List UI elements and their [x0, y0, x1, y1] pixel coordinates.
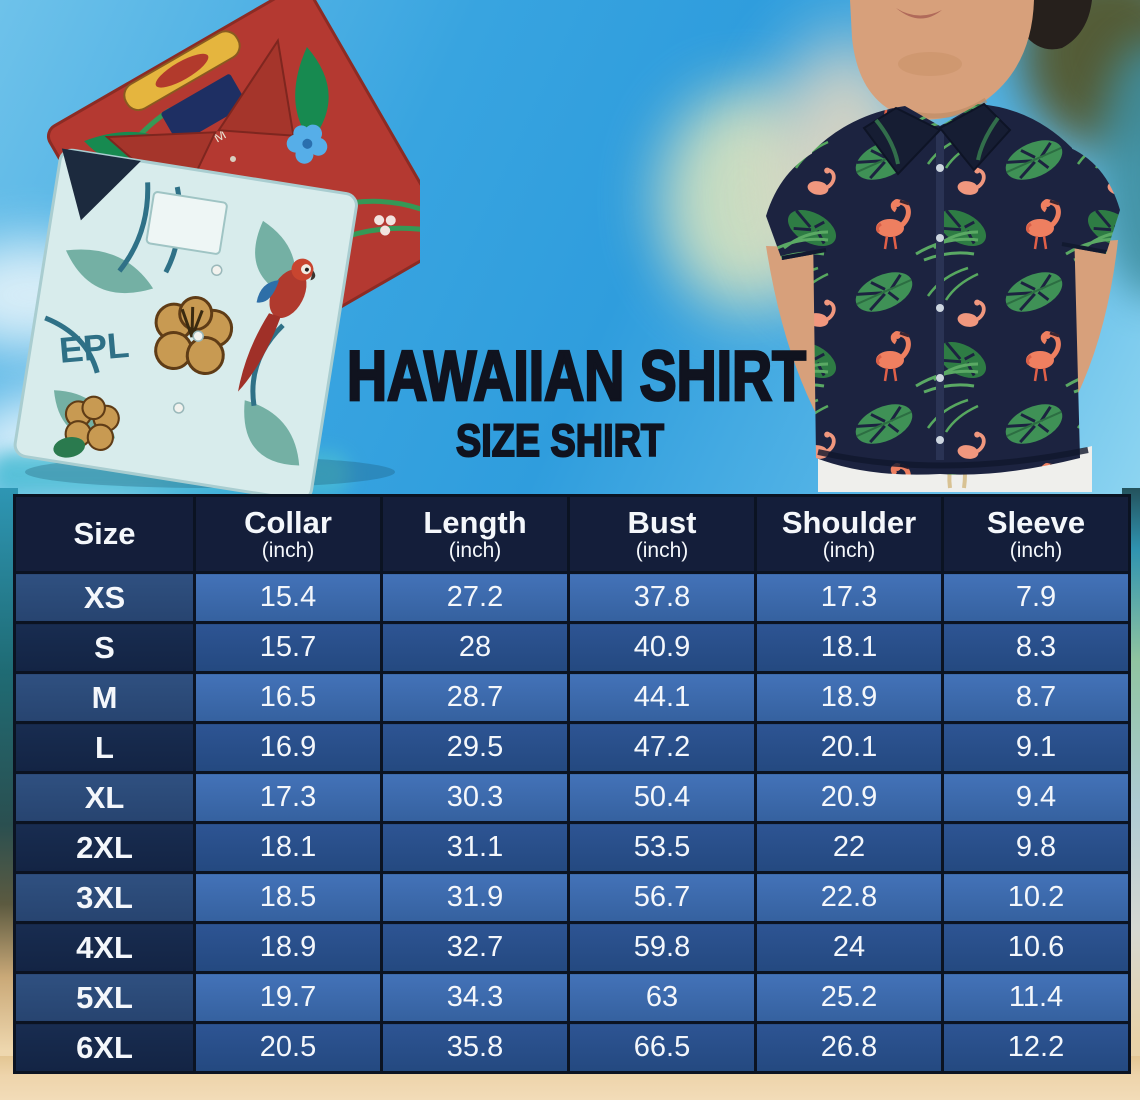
value-cell: 10.6: [941, 921, 1131, 974]
value-cell: 31.9: [380, 871, 570, 924]
value-cell: 59.8: [567, 921, 757, 974]
value-cell: 26.8: [754, 1021, 944, 1074]
size-label: 6XL: [13, 1021, 196, 1074]
value-cell: 22.8: [754, 871, 944, 924]
value-cell: 66.5: [567, 1021, 757, 1074]
shirt-print-text: EPL: [57, 324, 130, 371]
title-block: HAWAIIAN SHIRT SIZE SHIRT: [318, 337, 807, 466]
tan-hibiscus: [154, 295, 234, 375]
size-label: 5XL: [13, 971, 196, 1024]
folded-shirts-photo: M: [13, 0, 420, 500]
size-label: 3XL: [13, 871, 196, 924]
value-cell: 16.5: [193, 671, 383, 724]
value-cell: 18.1: [754, 621, 944, 674]
value-cell: 29.5: [380, 721, 570, 774]
value-cell: 47.2: [567, 721, 757, 774]
table-row-l: L 16.9 29.5 47.2 20.1 9.1: [13, 721, 1131, 774]
table-row-3xl: 3XL 18.5 31.9 56.7 22.8 10.2: [13, 871, 1131, 924]
value-cell: 16.9: [193, 721, 383, 774]
value-cell: 44.1: [567, 671, 757, 724]
value-cell: 27.2: [380, 571, 570, 624]
value-cell: 25.2: [754, 971, 944, 1024]
value-cell: 63: [567, 971, 757, 1024]
value-cell: 17.3: [754, 571, 944, 624]
value-cell: 28: [380, 621, 570, 674]
table-row-6xl: 6XL 20.5 35.8 66.5 26.8 12.2: [13, 1021, 1131, 1074]
size-chart-table: Size Collar (inch) Length (inch) Bust (inch…: [13, 494, 1131, 1074]
value-cell: 12.2: [941, 1021, 1131, 1074]
value-cell: 9.8: [941, 821, 1131, 874]
table-header: Size Collar (inch) Length (inch) Bust (inch…: [13, 494, 1131, 574]
value-cell: 8.3: [941, 621, 1131, 674]
table-row-xs: XS 15.4 27.2 37.8 17.3 7.9: [13, 571, 1131, 624]
header-size: Size: [13, 494, 196, 574]
header-length: Length (inch): [380, 494, 570, 574]
value-cell: 18.9: [193, 921, 383, 974]
size-label: 2XL: [13, 821, 196, 874]
parrot: [238, 258, 316, 392]
model-head: [850, 0, 1092, 120]
value-cell: 15.4: [193, 571, 383, 624]
value-cell: 34.3: [380, 971, 570, 1024]
table-row-2xl: 2XL 18.1 31.1 53.5 22 9.8: [13, 821, 1131, 874]
value-cell: 30.3: [380, 771, 570, 824]
table-row-5xl: 5XL 19.7 34.3 63 25.2 11.4: [13, 971, 1131, 1024]
value-cell: 20.9: [754, 771, 944, 824]
flamingo-shirt: [766, 102, 1120, 475]
value-cell: 9.1: [941, 721, 1131, 774]
tan-hibiscus-small: [64, 395, 120, 451]
value-cell: 18.9: [754, 671, 944, 724]
page-subtitle: SIZE SHIRT: [455, 414, 665, 466]
size-label: M: [13, 671, 196, 724]
value-cell: 7.9: [941, 571, 1131, 624]
value-cell: 28.7: [380, 671, 570, 724]
gold-brand-patch: [123, 30, 241, 112]
teal-hawaiian-shirt: EPL: [13, 148, 358, 500]
model-photo: [766, 0, 1120, 492]
value-cell: 19.7: [193, 971, 383, 1024]
value-cell: 18.1: [193, 821, 383, 874]
value-cell: 20.5: [193, 1021, 383, 1074]
table-row-s: S 15.7 28 40.9 18.1 8.3: [13, 621, 1131, 674]
value-cell: 20.1: [754, 721, 944, 774]
size-label: S: [13, 621, 196, 674]
value-cell: 50.4: [567, 771, 757, 824]
size-label: L: [13, 721, 196, 774]
table-row-xl: XL 17.3 30.3 50.4 20.9 9.4: [13, 771, 1131, 824]
value-cell: 32.7: [380, 921, 570, 974]
value-cell: 10.2: [941, 871, 1131, 924]
value-cell: 8.7: [941, 671, 1131, 724]
header-shoulder: Shoulder (inch): [754, 494, 944, 574]
size-label: 4XL: [13, 921, 196, 974]
header-collar: Collar (inch): [193, 494, 383, 574]
value-cell: 56.7: [567, 871, 757, 924]
value-cell: 31.1: [380, 821, 570, 874]
table-row-m: M 16.5 28.7 44.1 18.9 8.7: [13, 671, 1131, 724]
value-cell: 18.5: [193, 871, 383, 924]
value-cell: 15.7: [193, 621, 383, 674]
size-label: XS: [13, 571, 196, 624]
header-sleeve: Sleeve (inch): [941, 494, 1131, 574]
value-cell: 24: [754, 921, 944, 974]
value-cell: 53.5: [567, 821, 757, 874]
value-cell: 37.8: [567, 571, 757, 624]
page-title: HAWAIIAN SHIRT: [346, 337, 807, 416]
value-cell: 11.4: [941, 971, 1131, 1024]
value-cell: 35.8: [380, 1021, 570, 1074]
value-cell: 22: [754, 821, 944, 874]
table-row-4xl: 4XL 18.9 32.7 59.8 24 10.6: [13, 921, 1131, 974]
value-cell: 9.4: [941, 771, 1131, 824]
header-bust: Bust (inch): [567, 494, 757, 574]
size-label: XL: [13, 771, 196, 824]
beach-left-edge: [0, 488, 18, 1100]
value-cell: 40.9: [567, 621, 757, 674]
value-cell: 17.3: [193, 771, 383, 824]
